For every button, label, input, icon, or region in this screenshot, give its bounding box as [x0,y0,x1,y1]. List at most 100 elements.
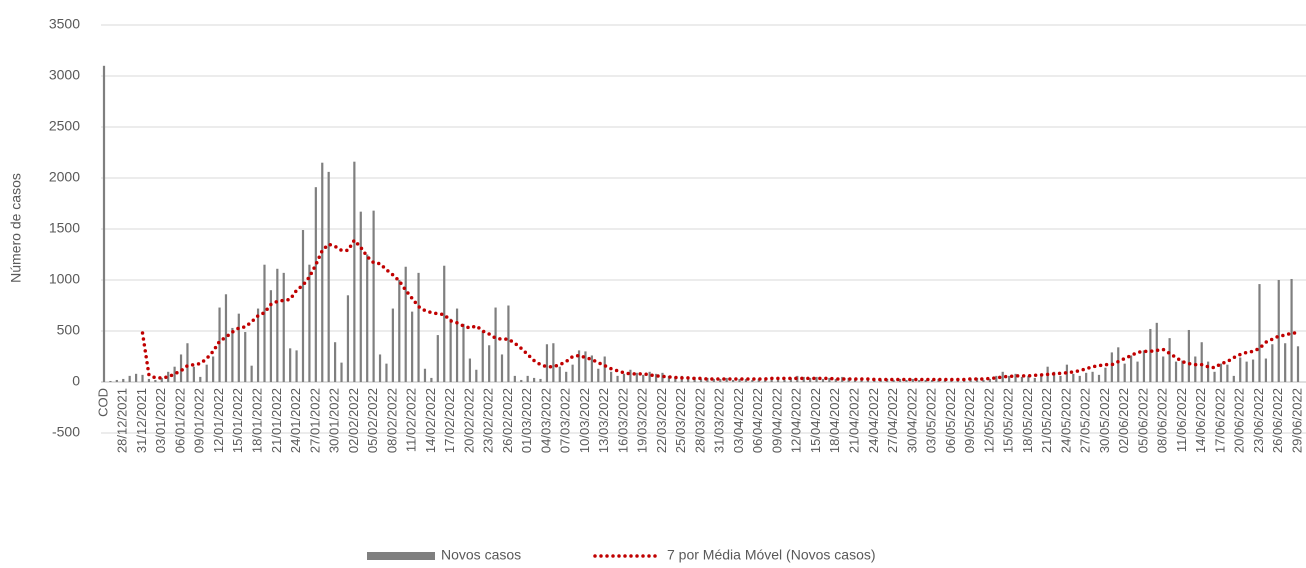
x-tick-label: 05/02/2022 [365,388,380,453]
bar [154,379,157,382]
bar [128,375,131,382]
x-tick-label: 23/06/2022 [1251,388,1266,453]
bar [532,377,536,382]
bar [526,375,529,382]
x-tick-label: 09/05/2022 [962,388,977,453]
bar [507,305,510,382]
bar [1104,367,1107,382]
bar [1213,371,1216,382]
bar [834,378,837,382]
bar [1033,377,1036,382]
bar [988,378,991,382]
bar [815,376,818,382]
bar [289,348,292,382]
bar [1059,375,1062,382]
x-tick-label: 18/04/2022 [827,388,842,453]
x-tick-label: 15/04/2022 [808,388,823,453]
bar [160,377,163,382]
x-tick-label: 02/02/2022 [346,388,361,453]
bar [481,331,484,382]
bar [558,366,561,382]
bar [982,379,985,382]
x-tick-label: 25/03/2022 [673,388,688,453]
bar [783,379,786,382]
bar [1110,352,1113,382]
bar [892,379,895,382]
x-tick-label: 29/06/2022 [1289,388,1304,453]
x-tick-label: 06/05/2022 [943,388,958,453]
bar [995,375,998,382]
bar [237,313,240,382]
bar [199,376,202,382]
bar [333,342,337,382]
bar [616,375,619,382]
x-tick-label: 16/03/2022 [615,388,630,453]
bar [102,65,106,383]
bar [269,290,273,382]
bar [462,323,465,382]
x-tick-label: 17/02/2022 [442,388,457,453]
bar [1020,376,1024,382]
bar [1142,350,1146,382]
bar [1296,346,1300,382]
bar [340,362,343,382]
bar [1078,375,1081,382]
y-tick-label: 2000 [49,169,80,185]
bar [494,307,497,382]
bar [134,373,138,382]
y-tick-label: 1500 [49,220,80,236]
bar [577,350,581,382]
bar [712,378,715,382]
bar [1219,363,1223,382]
bar [449,318,452,382]
bar [1129,355,1133,382]
legend-label: Novos casos [441,547,521,563]
x-tick-label: 03/05/2022 [924,388,939,453]
bar [353,161,356,382]
bar [276,268,279,382]
bar [545,344,549,382]
bar [719,378,722,382]
bar [488,345,491,382]
x-tick-label: 24/04/2022 [866,388,881,453]
x-tick-label: 26/06/2022 [1270,388,1285,453]
y-tick-label: 1000 [49,271,80,287]
bar [1264,358,1268,382]
bar [147,378,151,382]
x-tick-label: 12/05/2022 [981,388,996,453]
y-tick-label: 2500 [49,118,80,134]
x-tick-label: 17/06/2022 [1212,388,1227,453]
x-tick-label: 30/01/2022 [327,388,342,453]
bar [764,379,767,382]
x-tick-label: 23/02/2022 [481,388,496,453]
bar [513,375,516,382]
x-tick-label: 11/06/2022 [1174,388,1189,452]
bar [359,211,362,382]
bar [1207,361,1210,382]
bar [1014,373,1017,382]
bar [776,378,780,382]
bar [699,378,703,382]
bar [173,366,176,382]
bar [1284,343,1287,382]
bar [250,365,253,382]
bar [115,379,118,382]
bar [1200,342,1203,382]
bar [911,378,914,382]
bar [475,369,478,382]
bar [417,272,420,382]
legend-label: 7 por Média Móvel (Novos casos) [667,547,876,563]
bar [443,265,446,382]
bar [674,376,677,382]
bar [1239,357,1242,382]
x-tick-label: 19/03/2022 [635,388,650,453]
bar [731,379,735,382]
bar [244,332,247,382]
bar [1008,375,1011,382]
bar [1258,284,1261,382]
x-tick-label: 27/04/2022 [885,388,900,453]
x-tick-label: 18/05/2022 [1020,388,1035,453]
x-tick-label: 20/06/2022 [1232,388,1247,453]
bar [1232,375,1235,382]
bar [1290,278,1293,382]
